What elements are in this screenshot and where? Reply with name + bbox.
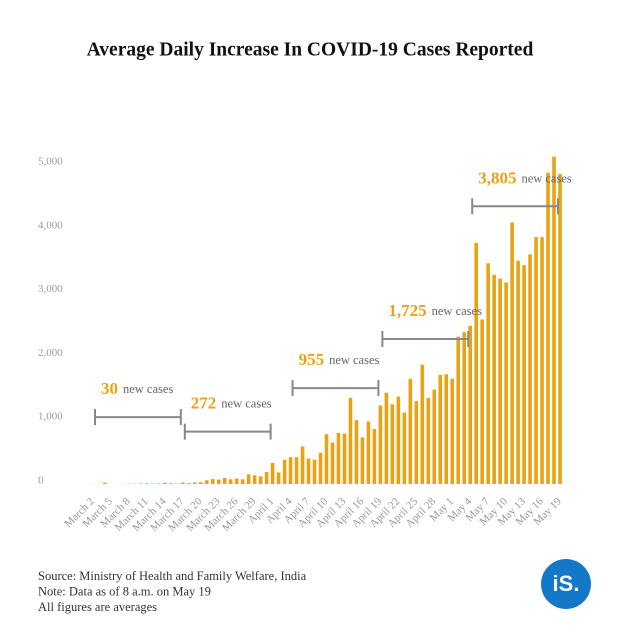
bar [270, 462, 275, 484]
annotation-text: new cases [329, 353, 379, 367]
bar [222, 478, 227, 484]
bar [516, 260, 520, 484]
y-tick-label: 5,000 [38, 156, 63, 168]
bar [510, 222, 514, 484]
bar [450, 378, 455, 484]
bar [276, 472, 281, 484]
annotation-text: new cases [432, 304, 482, 318]
bar [348, 397, 353, 484]
bar [258, 476, 263, 484]
bar [552, 156, 556, 484]
bar [216, 479, 221, 484]
annotation-value: 1,725 [388, 301, 426, 320]
logo-badge [541, 559, 591, 609]
bar [414, 401, 419, 484]
annotation: 272 new cases [191, 394, 272, 413]
bar [408, 378, 413, 484]
annotation: 955 new cases [299, 350, 380, 369]
bar [438, 374, 443, 484]
annotation-value: 272 [191, 394, 217, 413]
bar [234, 478, 239, 484]
bar [228, 479, 233, 484]
y-tick-label: 0 [38, 475, 44, 487]
bar [324, 434, 329, 484]
bar [354, 420, 359, 484]
bar [306, 458, 311, 484]
footnote: All figures are averages [38, 600, 157, 614]
bar [192, 482, 197, 484]
bar [294, 457, 299, 484]
footnote: Source: Ministry of Health and Family We… [38, 569, 307, 583]
bar [288, 457, 293, 484]
annotation: 30 new cases [101, 379, 173, 398]
bar [145, 483, 149, 484]
bar [534, 237, 538, 484]
annotation-text: new cases [123, 382, 173, 396]
bar [366, 421, 371, 484]
bar [504, 282, 508, 484]
bar [210, 479, 215, 484]
bar [540, 237, 544, 484]
bar [139, 483, 143, 484]
y-tick-label: 2,000 [38, 347, 63, 359]
bar [558, 173, 562, 484]
bar [444, 374, 449, 484]
bar [498, 278, 502, 484]
bar [426, 397, 431, 484]
bar [432, 389, 437, 484]
logo: iS. [553, 571, 580, 596]
bar [372, 429, 377, 484]
bar [204, 480, 209, 484]
y-tick-label: 4,000 [38, 219, 63, 231]
bar [342, 433, 347, 484]
bar [378, 405, 383, 484]
bar [318, 452, 323, 484]
bar [462, 332, 467, 484]
bar [181, 482, 185, 484]
annotation-value: 955 [299, 350, 325, 369]
y-tick-label: 3,000 [38, 283, 63, 295]
annotation-text: new cases [521, 171, 571, 185]
chart-title: Average Daily Increase In COVID-19 Cases… [87, 39, 534, 60]
annotation: 1,725 new cases [388, 301, 482, 320]
bar [456, 336, 461, 484]
bar [468, 325, 472, 484]
bar [396, 396, 401, 484]
bar [492, 274, 496, 484]
bar [384, 392, 389, 484]
bar [240, 479, 245, 484]
bar [330, 442, 335, 484]
bar [186, 483, 191, 484]
annotation: 3,805 new cases [478, 168, 572, 187]
annotation-text: new cases [221, 397, 271, 411]
bar [546, 172, 550, 484]
bar [157, 483, 161, 484]
bar [163, 482, 167, 484]
footnote: Note: Data as of 8 a.m. on May 19 [38, 584, 211, 598]
annotation-value: 3,805 [478, 168, 516, 187]
bar [246, 474, 251, 484]
annotation-value: 30 [101, 379, 118, 398]
bar [522, 265, 526, 484]
bar [420, 364, 425, 484]
bar [312, 459, 317, 484]
y-tick-label: 1,000 [38, 411, 63, 423]
bar [198, 482, 203, 484]
bar [252, 475, 257, 484]
bar [480, 319, 484, 484]
bar [528, 254, 532, 484]
bar [169, 483, 173, 484]
bar [336, 432, 341, 484]
bar [300, 446, 305, 484]
bar [264, 472, 269, 484]
bar [360, 437, 365, 484]
bar [390, 404, 395, 484]
bar [282, 459, 287, 484]
bar [486, 263, 490, 484]
bar [103, 482, 107, 484]
bar [402, 412, 407, 484]
bar [474, 242, 478, 484]
